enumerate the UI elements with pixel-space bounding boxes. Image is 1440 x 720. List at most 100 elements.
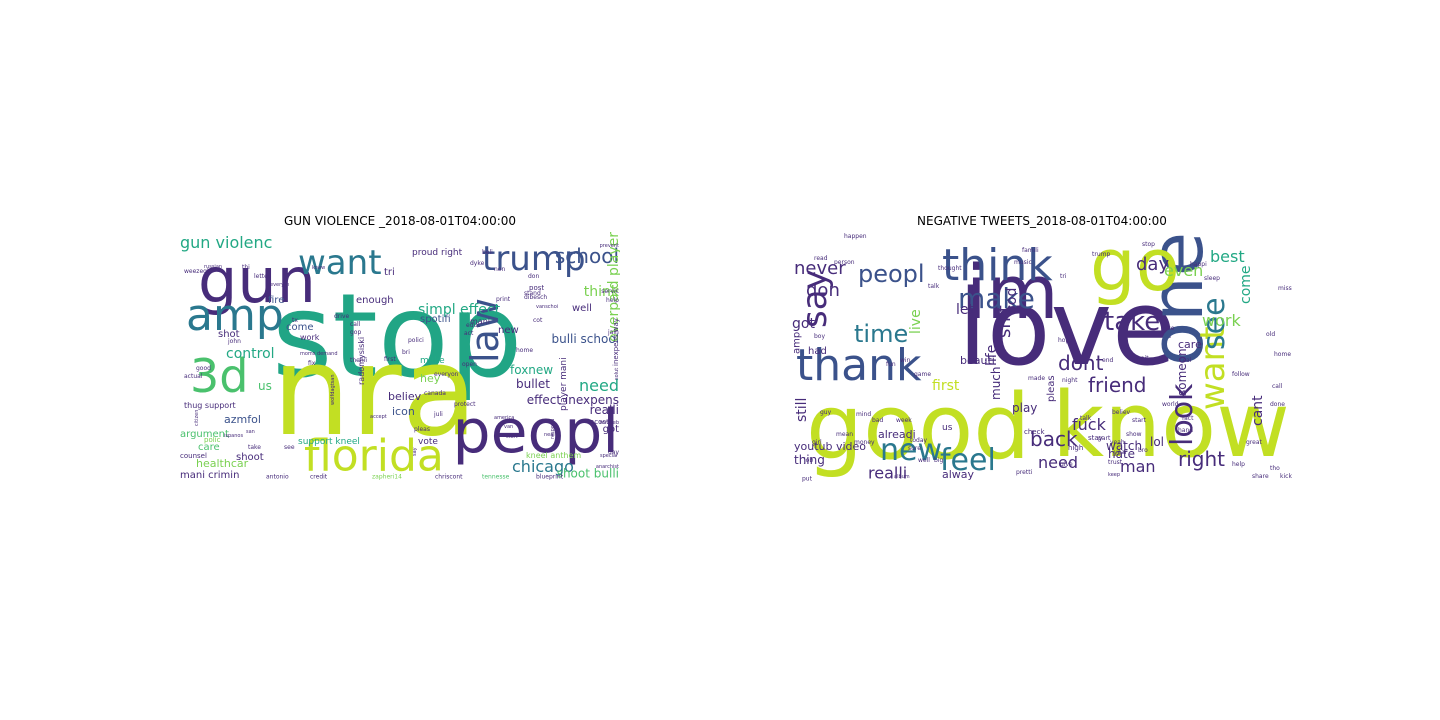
gun-violence-word: accept <box>370 414 387 420</box>
negative-tweets-word: best <box>1210 247 1245 266</box>
gun-violence-word: wolfdagtsan <box>330 374 336 405</box>
negative-tweets-word: yeah <box>1110 439 1125 446</box>
negative-tweets-word: god <box>1004 288 1020 314</box>
negative-tweets-word: bro <box>1138 447 1148 454</box>
negative-tweets-word: love <box>958 267 1176 389</box>
negative-tweets-word: happen <box>844 233 867 240</box>
negative-tweets-word: let <box>956 302 975 318</box>
gun-violence-word: shoot bulli <box>557 466 619 480</box>
gun-violence-word: polic <box>204 436 221 444</box>
negative-tweets-word: world <box>1162 401 1179 408</box>
gun-violence-word: weezegk <box>184 268 211 275</box>
gun-violence-word: stand <box>524 290 541 297</box>
gun-violence-word: gun <box>198 244 316 317</box>
negative-tweets-word: sleep <box>1204 275 1220 282</box>
gun-violence-word: thi <box>242 264 250 271</box>
negative-tweets-word: take <box>1104 307 1160 337</box>
negative-tweets-word: help <box>1232 461 1245 468</box>
negative-tweets-word: guy <box>820 409 832 416</box>
negative-tweets-word: play <box>1012 401 1037 415</box>
negative-tweets-word: dont <box>1058 351 1104 375</box>
wordcloud-title-gun-violence: GUN VIOLENCE _2018-08-01T04:00:00 <box>283 214 517 228</box>
gun-violence-word: knew <box>312 265 325 271</box>
negative-tweets-word: make <box>958 282 1035 315</box>
gun-violence-word: enough <box>356 295 394 306</box>
negative-tweets-word: done <box>1270 401 1285 408</box>
wordcloud-negative-tweets: love good know one im go think thank say peopl mak… <box>790 230 1294 482</box>
gun-violence-word: fix <box>308 360 316 367</box>
negative-tweets-word: much <box>989 367 1003 401</box>
negative-tweets-word: cant <box>1250 395 1266 426</box>
gun-violence-word: shot <box>218 329 240 340</box>
negative-tweets-word: friend <box>1088 373 1147 397</box>
negative-tweets-word: give <box>1060 461 1073 468</box>
negative-tweets-word: think <box>942 240 1053 291</box>
gun-violence-word: trump <box>482 239 586 279</box>
negative-tweets-word: thank <box>796 340 922 391</box>
gun-violence-word: print <box>496 296 511 303</box>
gun-violence-word: don <box>528 273 539 280</box>
negative-tweets-word: don <box>806 280 840 301</box>
gun-violence-word: tri <box>384 267 395 278</box>
gun-violence-word: care <box>198 442 220 453</box>
negative-tweets-word: day <box>1136 254 1169 275</box>
negative-tweets-word: share <box>1252 473 1269 480</box>
gun-violence-word: day <box>608 449 619 456</box>
gun-violence-word: radomysiski <box>357 337 366 385</box>
gun-violence-word: need <box>579 376 619 395</box>
gun-violence-word: russian <box>204 264 222 270</box>
gun-violence-word: gun violenc <box>180 233 272 252</box>
negative-tweets-word: happi <box>1190 261 1207 268</box>
gun-violence-word: everyth <box>270 282 289 288</box>
gun-violence-word: neal <box>544 432 555 438</box>
gun-violence-word: call <box>350 321 361 328</box>
gun-violence-word: pleas <box>414 426 430 433</box>
gun-violence-word: make <box>420 356 445 366</box>
gun-violence-word: effect inexpens <box>527 393 619 407</box>
negative-tweets-word: money <box>854 439 875 446</box>
negative-tweets-word: week <box>896 417 912 424</box>
negative-tweets-word: great <box>1246 439 1263 446</box>
negative-tweets-word: new <box>880 433 942 468</box>
gun-violence-word: antonio <box>266 474 289 480</box>
negative-tweets-word: girl <box>812 439 822 446</box>
gun-violence-word: act <box>464 330 474 337</box>
negative-tweets-word: someon <box>1175 348 1189 396</box>
negative-tweets-word: kick <box>1280 473 1292 480</box>
negative-tweets-word: big <box>934 457 943 464</box>
negative-tweets-word: come <box>1238 265 1254 304</box>
negative-tweets-word: hate <box>1108 447 1135 461</box>
negative-tweets-word: see <box>1197 297 1232 350</box>
gun-violence-word: canada <box>424 390 446 397</box>
negative-tweets-word: say <box>795 269 835 328</box>
negative-tweets-word: man <box>1120 457 1156 476</box>
negative-tweets-word: job <box>803 457 813 464</box>
gun-violence-word: non <box>494 266 505 273</box>
gun-violence-word: control <box>226 346 275 362</box>
negative-tweets-word: realli <box>868 463 907 482</box>
negative-tweets-word: read <box>814 255 828 262</box>
negative-tweets-word: call <box>1272 383 1283 390</box>
negative-tweets-word: made <box>1028 375 1045 382</box>
negative-tweets-word: fuck <box>1072 415 1107 434</box>
negative-tweets-word: bad <box>872 417 883 424</box>
gun-violence-word: cot <box>533 317 543 324</box>
wordcloud-title-negative-tweets: NEGATIVE TWEETS_2018-08-01T04:00:00 <box>917 214 1167 228</box>
gun-violence-word: support kneel <box>298 437 360 447</box>
negative-tweets-word: stay <box>1088 434 1103 442</box>
gun-violence-word: acosta <box>590 418 613 426</box>
gun-violence-word: polici <box>408 337 424 344</box>
gun-violence-word: post <box>529 284 544 292</box>
gun-violence-word: player mani <box>559 357 569 411</box>
negative-tweets-word: alway <box>942 468 975 481</box>
negative-tweets-word: amp <box>792 332 803 354</box>
gun-violence-word: think <box>584 284 620 300</box>
gun-violence-word: fire <box>268 295 284 306</box>
negative-tweets-word: pretti <box>1016 469 1033 476</box>
gun-violence-word: dibesch <box>524 294 547 301</box>
negative-tweets-word: talk <box>1080 415 1092 422</box>
negative-tweets-word: show <box>1126 431 1142 438</box>
negative-tweets-word: got <box>792 316 815 332</box>
gun-violence-word: hey <box>420 372 441 385</box>
